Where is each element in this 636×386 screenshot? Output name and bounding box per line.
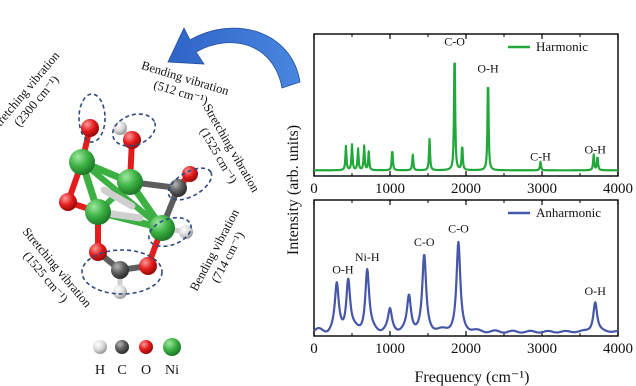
molecule-atoms [59, 119, 198, 299]
x-tick-label: 1000 [375, 341, 405, 357]
vibration-annotation-4: Bending vibration (714 cm⁻¹) [187, 206, 247, 293]
vibration-annotation-3: Stretching vibration (1525 cm⁻¹) [197, 101, 263, 195]
atom-o [139, 257, 157, 275]
peak-label: C-O [444, 34, 465, 48]
x-tick-label: 0 [310, 181, 318, 197]
molecule-illustration: Stretching vibration (2300 cm⁻¹) Bending… [0, 48, 263, 378]
peak-label: Ni-H [355, 250, 380, 264]
highlight-ellipse [148, 216, 192, 248]
atom-o [89, 243, 107, 261]
highlight-ellipse [78, 93, 106, 143]
atom-ni [149, 215, 175, 241]
atom-legend-label: C [117, 363, 126, 378]
peak-label: O-H [477, 61, 499, 75]
peak-label: O-H [585, 142, 607, 156]
peak-label: C-O [414, 235, 435, 249]
vibration-highlights [78, 93, 213, 295]
x-tick-label: 4000 [603, 181, 633, 197]
curved-arrow-icon [167, 27, 301, 89]
x-tick-label: 0 [310, 341, 318, 357]
x-tick-label: 3000 [527, 341, 557, 357]
peak-label: O-H [585, 284, 607, 298]
atom-h [179, 225, 193, 239]
vibration-annotation-1: Stretching vibration (2300 cm⁻¹) [0, 48, 63, 134]
atom-legend-swatch-ni [163, 338, 181, 356]
plot-frame [313, 199, 619, 337]
atom-legend-label: O [141, 363, 151, 378]
peak-label: O-H [332, 262, 354, 276]
atom-o [59, 193, 77, 211]
x-tick-label: 2000 [451, 181, 481, 197]
atom-ni [117, 169, 143, 195]
x-tick-label: 4000 [603, 341, 633, 357]
atom-legend-swatch-h [93, 340, 107, 354]
anharmonic-spectrum-panel: 0 1000 2000 3000 4000O-HNi-HC-OC-OO-HAnharmo… [310, 199, 633, 357]
atom-o [81, 119, 99, 137]
atom-c [111, 261, 129, 279]
highlight-ellipse [111, 113, 157, 147]
atom-c [169, 179, 187, 197]
atom-h [113, 121, 127, 135]
atom-legend-swatch-c [115, 340, 129, 354]
plot-frame [313, 33, 619, 177]
peak-label: C-H [530, 149, 551, 163]
legend-label: Harmonic [536, 39, 588, 54]
legend-label: Anharmonic [536, 205, 601, 220]
atom-o [182, 166, 198, 182]
highlight-ellipse [81, 249, 163, 295]
y-axis-title: Intensity (arb. units) [285, 125, 302, 255]
atom-ni [85, 199, 111, 225]
atom-ni [69, 149, 95, 175]
x-tick-label: 2000 [451, 341, 481, 357]
x-tick-label: 3000 [527, 181, 557, 197]
harmonic-spectrum-panel: 0 1000 2000 3000 4000 C-O O-H C-H O-H Harmonic [310, 33, 633, 197]
vibration-annotation-2: Bending vibration (512 cm⁻¹) [140, 58, 231, 107]
atom-legend-label: Ni [165, 363, 179, 378]
atom-legend-swatch-o [139, 340, 153, 354]
atom-legend-label: H [95, 363, 105, 378]
highlight-ellipse [167, 167, 213, 201]
x-axis-title: Frequency (cm⁻¹) [415, 369, 530, 386]
atom-h [113, 285, 127, 299]
spectrum-line [313, 240, 619, 334]
peak-label: C-O [448, 222, 469, 236]
atom-legend: H C O Ni [93, 338, 181, 378]
spectrum-line [313, 62, 619, 172]
x-tick-label: 1000 [375, 181, 405, 197]
